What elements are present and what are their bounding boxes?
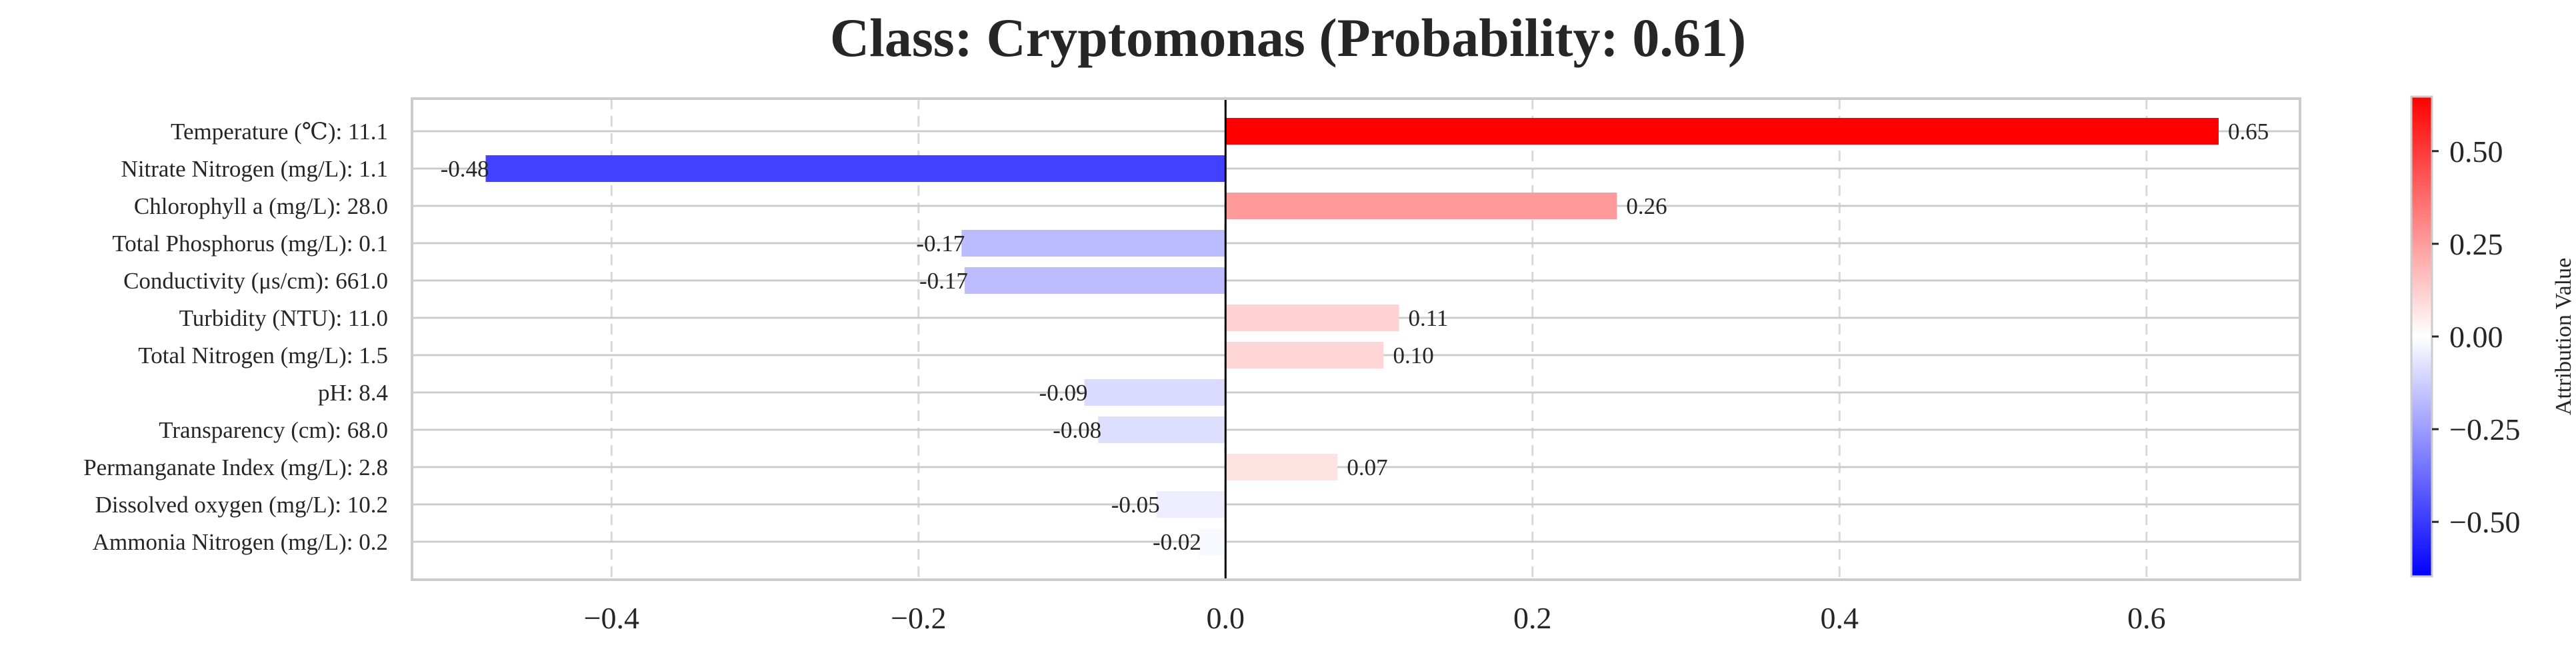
x-tick-label: 0.4 [1821,601,1859,635]
bar [961,230,1226,257]
value-label: 0.10 [1393,342,1433,368]
value-label: -0.09 [1039,380,1088,406]
x-tick-label: 0.0 [1207,601,1245,635]
value-label: -0.17 [919,268,968,294]
category-label: Nitrate Nitrogen (mg/L): 1.1 [121,156,388,182]
value-label: 0.26 [1626,193,1667,219]
x-tick-label: 0.2 [1513,601,1552,635]
value-label: 0.65 [2228,119,2269,145]
bar [1225,305,1399,331]
category-label: Total Nitrogen (mg/L): 1.5 [138,342,388,368]
bar [1084,379,1226,406]
category-label: Conductivity (μs/cm): 661.0 [123,268,388,294]
value-label: 0.07 [1347,454,1387,480]
category-label: Permanganate Index (mg/L): 2.8 [83,454,388,480]
value-label: -0.05 [1111,492,1160,518]
bar [1225,454,1338,480]
colorbar-label: Attribution Value [2551,258,2576,415]
bar [1098,416,1226,443]
value-label: -0.02 [1153,529,1201,555]
category-label: Chlorophyll a (mg/L): 28.0 [134,193,388,219]
category-label: Temperature (℃): 11.1 [171,119,388,145]
colorbar-tick-label: 0.00 [2449,320,2503,354]
value-label: -0.08 [1053,417,1101,443]
chart-title: Class: Cryptomonas (Probability: 0.61) [830,7,1746,68]
bar [1197,528,1226,555]
bar [964,267,1226,294]
category-label: pH: 8.4 [318,380,388,406]
colorbar: −0.50 −0.25 0.00 0.25 0.50 Attribution Value [2410,95,2576,578]
colorbar-tick-label: 0.25 [2449,227,2503,261]
category-label: Dissolved oxygen (mg/L): 10.2 [95,492,388,518]
bar [1156,491,1226,518]
colorbar-tick-label: 0.50 [2449,135,2503,169]
colorbar-scale [2410,95,2433,578]
bar [485,155,1226,182]
x-tick-label: 0.6 [2127,601,2166,635]
plot-frame [411,97,2301,581]
value-label: -0.17 [916,231,965,257]
x-tick-label: −0.2 [891,601,946,635]
category-label: Turbidity (NTU): 11.0 [179,305,388,331]
plot-area: Temperature (℃): 11.1 Nitrate Nitrogen (m… [83,97,2301,635]
category-label: Transparency (cm): 68.0 [159,417,388,443]
colorbar-tick-label: −0.50 [2449,505,2520,539]
bar [1225,342,1384,368]
value-label: -0.48 [441,156,489,182]
category-label: Ammonia Nitrogen (mg/L): 0.2 [93,529,388,555]
bar [1225,193,1617,219]
x-tick-label: −0.4 [584,601,639,635]
category-label: Total Phosphorus (mg/L): 0.1 [112,231,388,257]
value-label: 0.11 [1408,305,1448,331]
bar [1225,118,2219,145]
colorbar-tick-label: −0.25 [2449,412,2520,446]
